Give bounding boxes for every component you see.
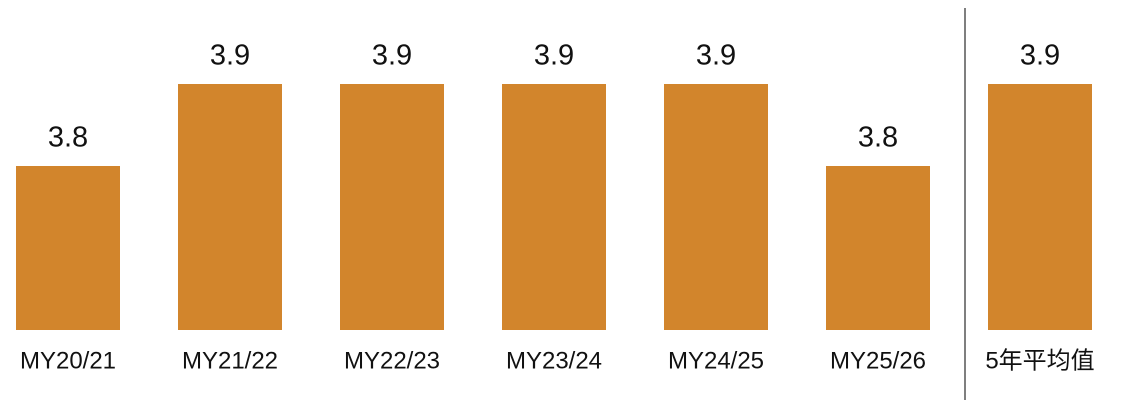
value-label: 3.9 bbox=[534, 40, 574, 72]
x-tick-label: MY23/24 bbox=[506, 347, 602, 374]
bar bbox=[16, 166, 120, 330]
bar bbox=[988, 84, 1092, 330]
bar bbox=[340, 84, 444, 330]
x-tick-label: MY21/22 bbox=[182, 347, 278, 374]
bar bbox=[664, 84, 768, 330]
x-tick-label: MY22/23 bbox=[344, 347, 440, 374]
x-tick-label: MY24/25 bbox=[668, 347, 764, 374]
bar bbox=[502, 84, 606, 330]
x-tick-label: MY20/21 bbox=[20, 347, 116, 374]
bar bbox=[178, 84, 282, 330]
x-tick-label: MY25/26 bbox=[830, 347, 926, 374]
bar bbox=[826, 166, 930, 330]
value-label: 3.9 bbox=[210, 40, 250, 72]
value-label: 3.8 bbox=[48, 122, 88, 154]
value-label: 3.8 bbox=[858, 122, 898, 154]
x-tick-label: 5年平均值 bbox=[985, 347, 1094, 374]
value-label: 3.9 bbox=[372, 40, 412, 72]
value-label: 3.9 bbox=[1020, 40, 1060, 72]
value-label: 3.9 bbox=[696, 40, 736, 72]
